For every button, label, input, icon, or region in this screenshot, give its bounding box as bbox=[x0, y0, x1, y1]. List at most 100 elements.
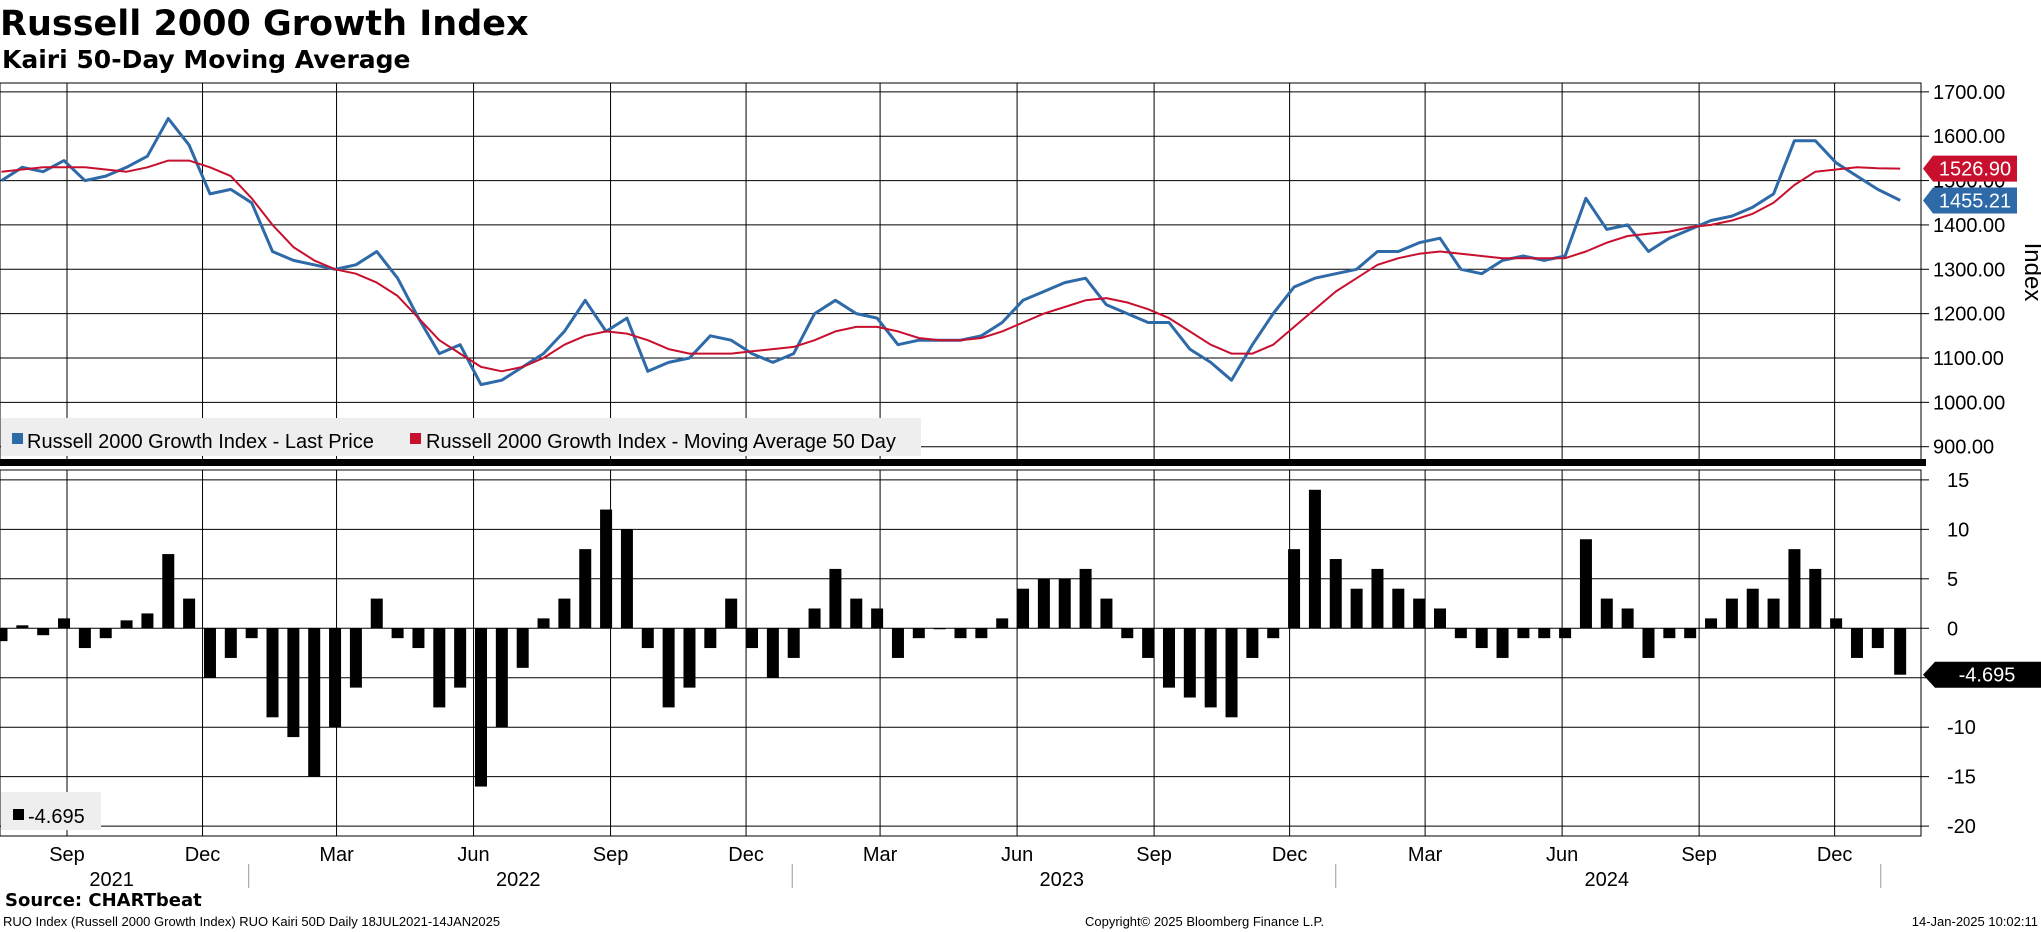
kairi-tick-label: -10 bbox=[1947, 717, 1976, 739]
month-label: Sep bbox=[1136, 844, 1172, 866]
kairi-bar bbox=[474, 628, 487, 787]
price-tick-label: 1600.00 bbox=[1933, 126, 2005, 148]
kairi-bar bbox=[78, 628, 91, 649]
price-tick-label: 1100.00 bbox=[1933, 348, 2004, 370]
kairi-tick-label: 5 bbox=[1947, 569, 1958, 591]
footer-copyright: Copyright© 2025 Bloomberg Finance L.P. bbox=[1085, 914, 1325, 929]
footer-ticker: RUO Index (Russell 2000 Growth Index) RU… bbox=[3, 914, 501, 929]
kairi-bar bbox=[891, 628, 904, 658]
kairi-bar bbox=[1579, 539, 1592, 629]
price-tick-label: 1400.00 bbox=[1933, 215, 2005, 237]
chart-title: Russell 2000 Growth Index bbox=[0, 4, 529, 44]
kairi-legend-label: -4.695 bbox=[28, 806, 85, 828]
kairi-bar bbox=[162, 554, 175, 629]
month-label: Mar bbox=[1408, 844, 1443, 866]
kairi-bar bbox=[808, 608, 821, 629]
kairi-bar bbox=[1037, 578, 1050, 629]
kairi-bar bbox=[1288, 549, 1301, 629]
kairi-bar bbox=[620, 529, 633, 629]
kairi-bar bbox=[537, 618, 550, 629]
kairi-bar bbox=[1496, 628, 1509, 658]
kairi-bar bbox=[1017, 588, 1030, 629]
price-legend-box bbox=[1, 418, 921, 456]
kairi-bar bbox=[912, 628, 925, 639]
ma-last-value: 1526.90 bbox=[1939, 159, 2011, 181]
chart-subtitle: Kairi 50-Day Moving Average bbox=[2, 45, 411, 74]
kairi-bar bbox=[1162, 628, 1175, 688]
month-label: Sep bbox=[49, 844, 85, 866]
price-line bbox=[0, 117, 1901, 387]
year-label: 2022 bbox=[496, 869, 541, 891]
price-legend-swatch bbox=[12, 433, 23, 444]
month-label: Jun bbox=[457, 844, 489, 866]
kairi-bar bbox=[871, 608, 884, 629]
kairi-bar bbox=[120, 620, 133, 629]
kairi-bar bbox=[641, 628, 654, 649]
kairi-bar bbox=[704, 628, 717, 649]
kairi-bar bbox=[1705, 618, 1718, 629]
kairi-bar bbox=[579, 549, 592, 629]
kairi-bar bbox=[1830, 618, 1843, 629]
kairi-bar bbox=[1183, 628, 1196, 698]
ma-legend-swatch bbox=[410, 433, 421, 444]
kairi-bar bbox=[996, 618, 1009, 629]
kairi-bar bbox=[829, 568, 842, 629]
month-label: Sep bbox=[1681, 844, 1717, 866]
kairi-tick-label: -20 bbox=[1947, 816, 1976, 838]
kairi-bar bbox=[1392, 588, 1405, 629]
kairi-bar bbox=[266, 628, 279, 718]
kairi-bar bbox=[1204, 628, 1217, 708]
kairi-bar bbox=[600, 509, 613, 629]
price-legend-label: Russell 2000 Growth Index - Last Price bbox=[27, 431, 374, 453]
panel-divider bbox=[0, 459, 1926, 466]
moving-average-line bbox=[1, 159, 1901, 373]
month-label: Jun bbox=[1546, 844, 1578, 866]
kairi-bar bbox=[1413, 598, 1426, 629]
kairi-bar bbox=[558, 598, 571, 629]
kairi-bar bbox=[1267, 628, 1280, 639]
kairi-bar bbox=[1663, 628, 1676, 639]
month-label: Dec bbox=[185, 844, 221, 866]
kairi-bar bbox=[1371, 568, 1384, 629]
kairi-bar bbox=[725, 598, 738, 629]
kairi-bar bbox=[412, 628, 425, 649]
ma-legend-label: Russell 2000 Growth Index - Moving Avera… bbox=[426, 431, 896, 453]
kairi-bar bbox=[787, 628, 800, 658]
kairi-bar bbox=[1538, 628, 1551, 639]
kairi-bar bbox=[1058, 578, 1071, 629]
month-label: Dec bbox=[1272, 844, 1308, 866]
kairi-bar bbox=[1871, 628, 1884, 649]
kairi-tick-label: 0 bbox=[1947, 618, 1958, 640]
year-label: 2023 bbox=[1040, 869, 1085, 891]
kairi-bar bbox=[1121, 628, 1134, 639]
ma-last-tag bbox=[1923, 155, 2017, 182]
kairi-bar bbox=[308, 628, 321, 777]
price-tick-label: 1200.00 bbox=[1933, 304, 2005, 326]
kairi-bar bbox=[850, 598, 863, 629]
kairi-tick-label: 15 bbox=[1947, 470, 1969, 492]
kairi-bar bbox=[1225, 628, 1238, 718]
kairi-bar bbox=[391, 628, 404, 639]
kairi-bar bbox=[1788, 549, 1801, 629]
kairi-bar bbox=[433, 628, 446, 708]
month-label: Mar bbox=[319, 844, 354, 866]
source-label: Source: CHARTbeat bbox=[5, 890, 202, 911]
kairi-bar bbox=[1746, 588, 1759, 629]
kairi-bar bbox=[1684, 628, 1697, 639]
kairi-bar bbox=[287, 628, 300, 738]
kairi-bar bbox=[746, 628, 759, 649]
kairi-bar bbox=[454, 628, 467, 688]
kairi-panel-frame bbox=[0, 469, 1922, 837]
kairi-bar bbox=[16, 625, 29, 629]
kairi-last-value: -4.695 bbox=[1959, 665, 2016, 687]
kairi-bar bbox=[203, 628, 216, 678]
kairi-bar bbox=[1767, 598, 1780, 629]
kairi-bar bbox=[245, 628, 258, 639]
month-label: Dec bbox=[728, 844, 764, 866]
kairi-bar bbox=[766, 628, 779, 678]
price-panel-frame bbox=[0, 82, 1922, 461]
kairi-bar bbox=[1100, 598, 1113, 629]
kairi-last-tag bbox=[1923, 661, 2041, 688]
month-label: Mar bbox=[863, 844, 898, 866]
